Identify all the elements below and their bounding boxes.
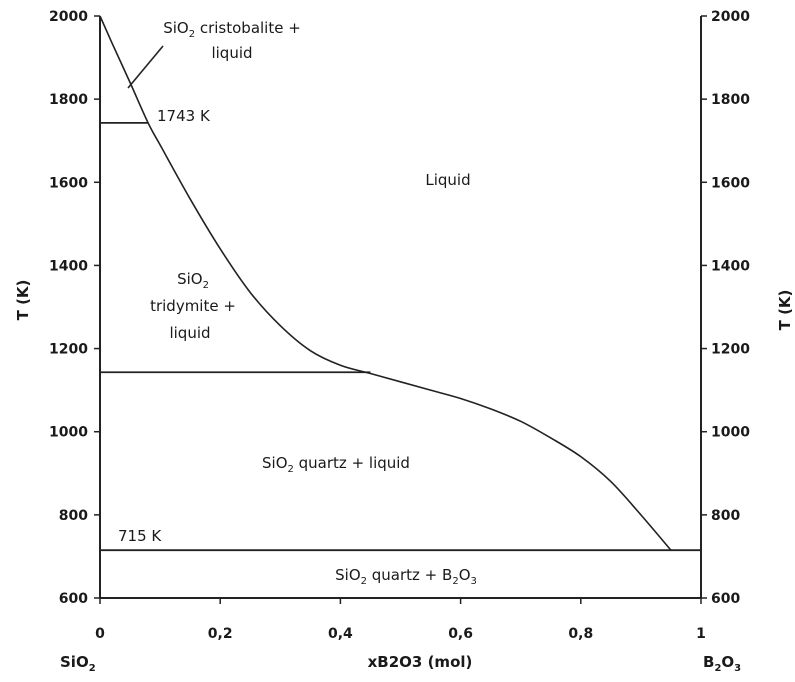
tick-group: 600 600 800 800 1000 1000 1200 1200 1400 1400 1600… (49, 9, 750, 642)
y-tick-label-right: 1600 (711, 175, 750, 191)
x-tick-label: 0,8 (568, 626, 593, 642)
y-tick-label-left: 1800 (49, 92, 88, 108)
liquidus-curve (99, 15, 672, 551)
annotation-715k: 715 K (118, 527, 162, 545)
x-tick-label: 0,2 (208, 626, 233, 642)
y-tick-label-right: 1800 (711, 92, 750, 108)
x-tick-label: 0 (95, 626, 105, 642)
y-tick-label-left: 2000 (49, 9, 88, 25)
cristobalite-pointer-line (127, 45, 164, 89)
y-tick-label-left: 800 (59, 508, 88, 524)
x-end-label-b2o3: B2O3 (703, 653, 741, 674)
y-tick-label-right: 600 (711, 591, 740, 607)
x-end-label-sio2: SiO2 (60, 653, 96, 674)
y-tick-label-left: 1200 (49, 342, 88, 358)
annotation-1743k: 1743 K (157, 107, 211, 125)
x-axis-label: xB2O3 (mol) (368, 653, 473, 671)
region-label-quartz-liquid: SiO2 quartz + liquid (262, 454, 410, 475)
region-label-quartz-b2o3: SiO2 quartz + B2O3 (335, 566, 477, 587)
x-tick-label: 1 (696, 626, 706, 642)
y-tick-label-right: 1000 (711, 425, 750, 441)
x-tick-label: 0,6 (448, 626, 473, 642)
x-tick-label: 0,4 (328, 626, 353, 642)
y-axis-label-right: T (K) (776, 290, 794, 331)
y-tick-label-left: 1000 (49, 425, 88, 441)
region-label-liquid: Liquid (425, 171, 470, 189)
y-tick-label-left: 600 (59, 591, 88, 607)
y-tick-label-right: 800 (711, 508, 740, 524)
region-label-cristobalite-2: liquid (211, 44, 252, 62)
y-tick-label-right: 2000 (711, 9, 750, 25)
y-tick-label-right: 1200 (711, 342, 750, 358)
y-tick-label-left: 1600 (49, 175, 88, 191)
region-label-tridymite: SiO2 (177, 270, 209, 291)
y-tick-label-left: 1400 (49, 258, 88, 274)
y-tick-label-right: 1400 (711, 258, 750, 274)
region-label-tridymite-2: tridymite + (150, 297, 236, 315)
phase-boundary-lines (100, 121, 701, 552)
region-label-cristobalite: SiO2 cristobalite + (163, 19, 301, 40)
y-axis-label-left: T (K) (14, 280, 32, 321)
region-label-tridymite-3: liquid (169, 324, 210, 342)
